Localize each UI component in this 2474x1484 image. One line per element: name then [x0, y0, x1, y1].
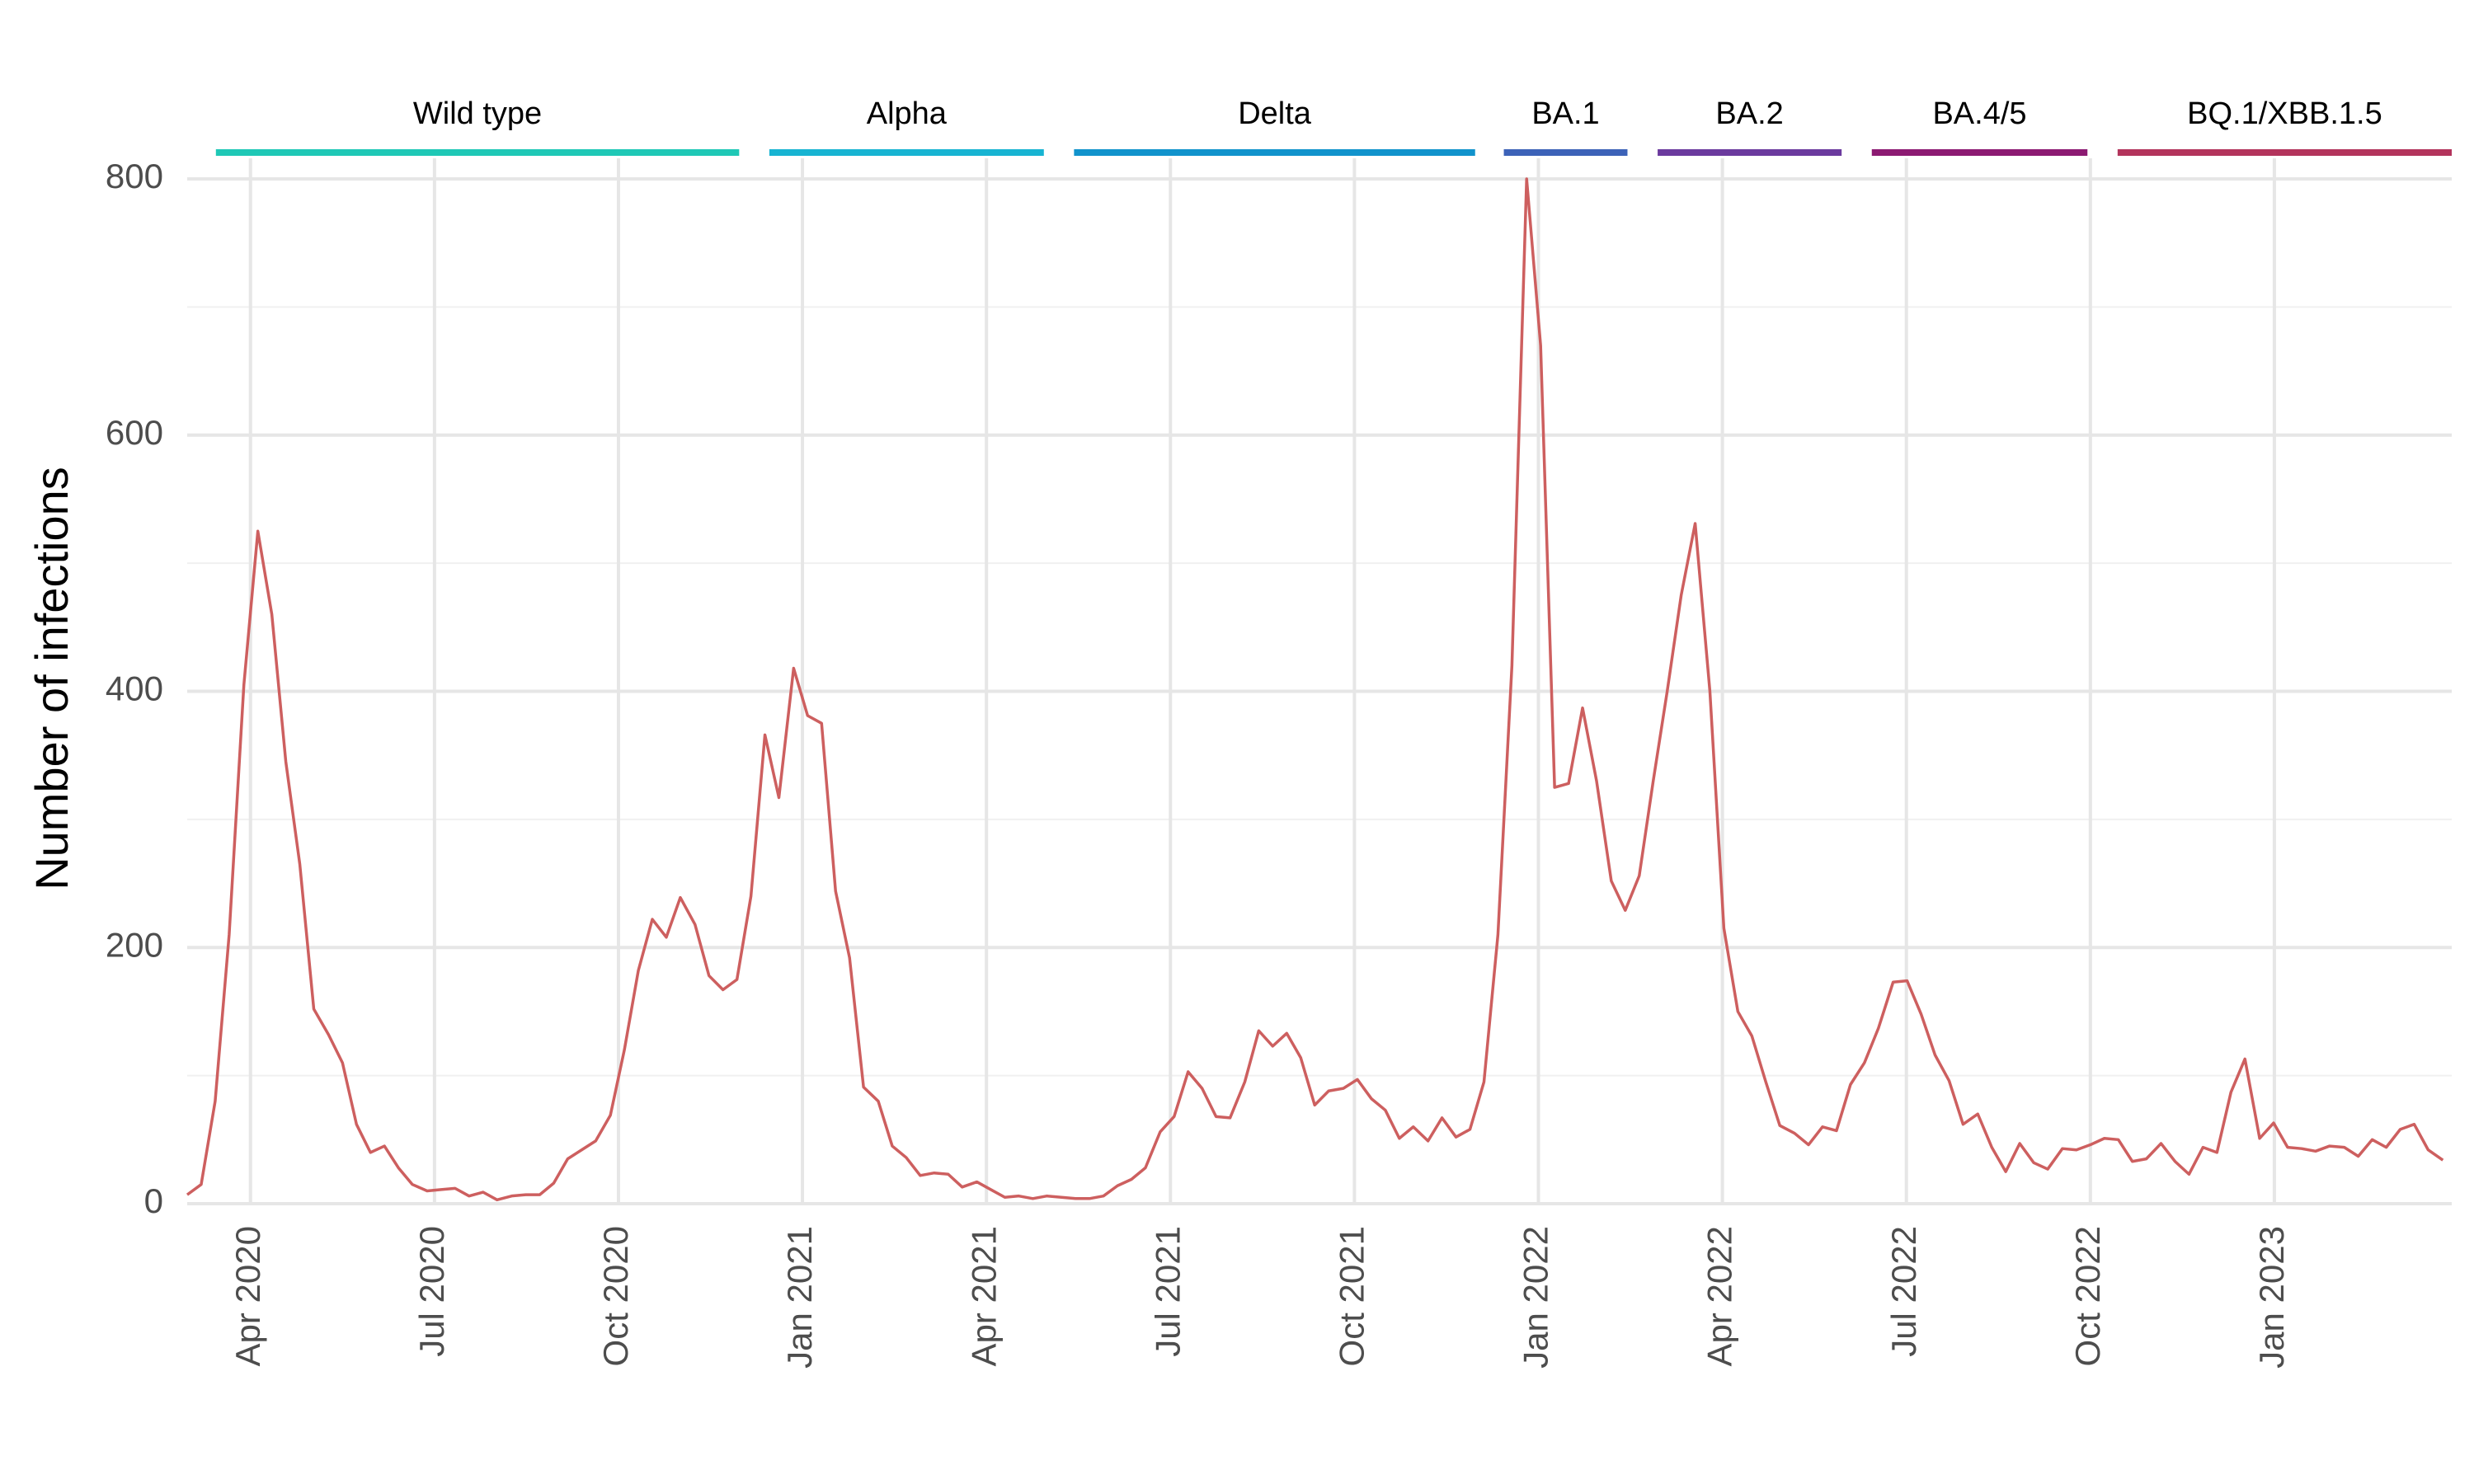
variant-label: Delta [1238, 96, 1312, 131]
variant-label: BA.2 [1715, 96, 1783, 131]
x-tick-label: Oct 2021 [1332, 1226, 1371, 1366]
y-tick-label: 0 [144, 1181, 163, 1220]
x-tick-label: Jan 2023 [2252, 1226, 2291, 1369]
x-tick-label: Apr 2020 [228, 1226, 267, 1366]
y-tick-label: 400 [106, 669, 163, 708]
x-tick-label: Jul 2020 [412, 1226, 451, 1357]
x-tick-label: Jul 2022 [1884, 1226, 1923, 1357]
variant-label: Alpha [867, 96, 948, 131]
variant-label: BQ.1/XBB.1.5 [2187, 96, 2382, 131]
x-tick-label: Jan 2021 [780, 1226, 819, 1369]
x-tick-label: Apr 2021 [964, 1226, 1003, 1366]
x-tick-label: Apr 2022 [1700, 1226, 1739, 1366]
x-tick-label: Jan 2022 [1517, 1226, 1555, 1369]
x-tick-label: Oct 2020 [596, 1226, 635, 1366]
y-tick-label: 800 [106, 157, 163, 195]
data-line [186, 177, 2444, 1202]
y-axis-label: Number of infections [26, 467, 78, 890]
y-tick-label: 600 [106, 413, 163, 452]
variant-label: Wild type [413, 96, 542, 131]
x-tick-label: Oct 2022 [2068, 1226, 2107, 1366]
variant-label: BA.4/5 [1932, 96, 2026, 131]
x-tick-label: Jul 2021 [1148, 1226, 1187, 1357]
y-tick-label: 200 [106, 925, 163, 964]
variant-label: BA.1 [1531, 96, 1599, 131]
